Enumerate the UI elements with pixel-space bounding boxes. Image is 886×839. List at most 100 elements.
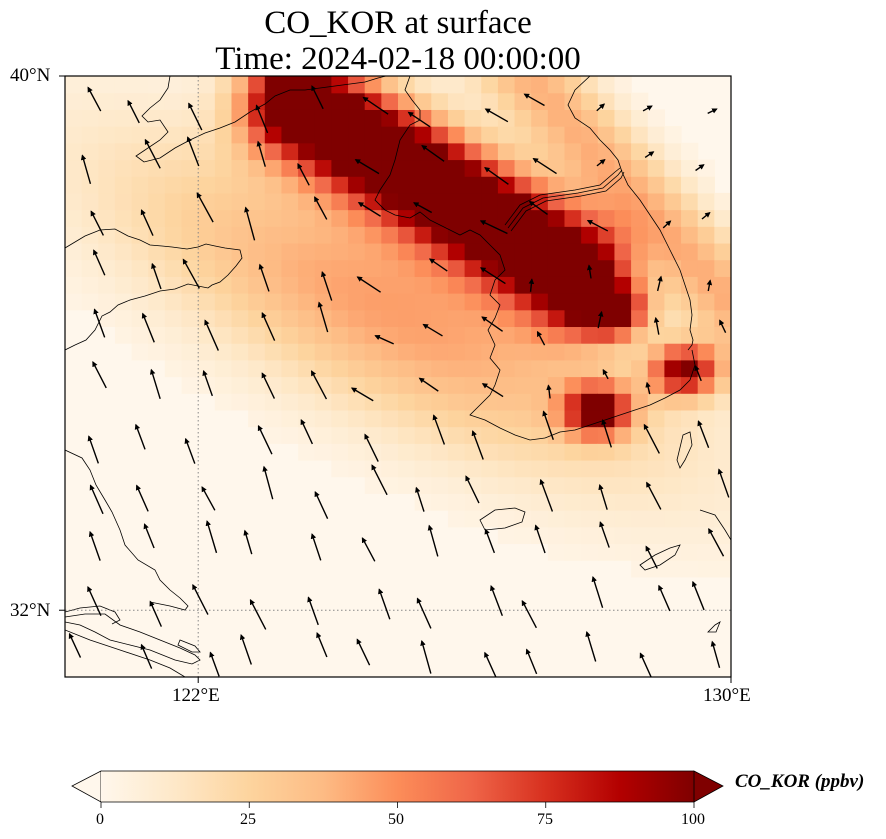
- field-cell: [264, 159, 283, 177]
- field-cell: [481, 443, 499, 461]
- field-cell: [564, 376, 582, 394]
- field-cell: [248, 376, 266, 394]
- field-cell: [581, 543, 599, 561]
- wind-arrow: [490, 585, 503, 617]
- field-cell: [364, 409, 382, 428]
- field-cell: [431, 493, 449, 511]
- field-cell: [614, 510, 632, 528]
- field-cell: [681, 209, 699, 227]
- field-cell: [364, 393, 382, 411]
- field-cell: [531, 209, 549, 227]
- field-cell: [381, 159, 399, 177]
- field-cell: [281, 209, 299, 227]
- field-cell: [714, 510, 731, 528]
- field-cell: [531, 526, 549, 545]
- field-cell: [164, 192, 183, 211]
- wind-arrow: [257, 424, 273, 455]
- field-cell: [331, 92, 349, 110]
- field-cell: [164, 259, 183, 277]
- field-cell: [464, 126, 482, 144]
- field-cell: [681, 159, 699, 177]
- field-cell: [398, 142, 416, 161]
- field-cell: [664, 393, 682, 411]
- field-cell: [314, 376, 332, 394]
- field-cell: [597, 510, 616, 528]
- field-cell: [98, 76, 116, 94]
- field-cell: [298, 293, 316, 311]
- field-cell: [214, 393, 233, 411]
- field-cell: [664, 426, 682, 444]
- field-cell: [481, 309, 499, 328]
- field-cell: [314, 159, 332, 177]
- field-cell: [381, 459, 399, 478]
- wind-arrow: [643, 423, 660, 454]
- field-cell: [614, 293, 632, 311]
- field-cell: [398, 443, 416, 461]
- field-cell: [464, 293, 482, 311]
- field-cell: [181, 226, 199, 244]
- field-cell: [148, 176, 166, 194]
- field-cell: [614, 393, 632, 411]
- field-cell: [581, 510, 599, 528]
- field-cell: [631, 326, 649, 344]
- field-cell: [114, 309, 133, 328]
- field-cell: [65, 142, 83, 161]
- field-cell: [148, 159, 166, 177]
- field-cell: [614, 359, 632, 378]
- field-cell: [164, 276, 183, 294]
- field-cell: [614, 426, 632, 444]
- wind-arrow: [256, 140, 266, 167]
- field-cell: [198, 293, 216, 311]
- field-cell: [231, 159, 249, 177]
- wind-arrow: [357, 202, 381, 217]
- wind-arrow: [300, 419, 314, 445]
- field-cell: [381, 142, 399, 161]
- field-cell: [198, 92, 216, 110]
- wind-arrow: [144, 138, 161, 169]
- field-cell: [148, 259, 166, 277]
- field-cell: [314, 209, 332, 227]
- field-cell: [348, 326, 366, 344]
- field-cell: [364, 293, 382, 311]
- field-cell: [264, 226, 283, 244]
- field-cell: [514, 142, 532, 161]
- field-cell: [414, 226, 432, 244]
- field-cell: [547, 209, 566, 227]
- field-cell: [98, 109, 116, 127]
- field-cell: [431, 293, 449, 311]
- field-cell: [531, 343, 549, 361]
- field-cell: [447, 209, 466, 227]
- field-cell: [65, 159, 83, 177]
- field-cell: [298, 142, 316, 161]
- field-cell: [714, 226, 731, 244]
- field-cell: [181, 242, 199, 261]
- field-cell: [714, 543, 731, 561]
- field-cell: [497, 76, 516, 94]
- field-cell: [181, 293, 199, 311]
- field-cell: [597, 343, 616, 361]
- field-cell: [398, 426, 416, 444]
- field-cell: [447, 510, 466, 528]
- field-cell: [497, 526, 516, 545]
- field-cell: [631, 376, 649, 394]
- field-cell: [231, 142, 249, 161]
- field-cell: [631, 293, 649, 311]
- field-cell: [481, 76, 499, 94]
- field-cell: [264, 176, 283, 194]
- field-cell: [564, 259, 582, 277]
- field-cell: [464, 376, 482, 394]
- field-cell: [464, 326, 482, 344]
- field-cell: [464, 510, 482, 528]
- field-cell: [581, 242, 599, 261]
- wind-arrow: [708, 527, 725, 557]
- field-cell: [564, 159, 582, 177]
- lon-label-130: 130°E: [703, 685, 751, 706]
- field-cell: [281, 376, 299, 394]
- field-cell: [564, 443, 582, 461]
- field-cell: [381, 92, 399, 110]
- coastline-korea-south: [544, 349, 696, 439]
- field-cell: [414, 393, 432, 411]
- coastline-island-sw: [707, 621, 721, 633]
- field-cell: [264, 242, 283, 261]
- field-cell: [614, 92, 632, 110]
